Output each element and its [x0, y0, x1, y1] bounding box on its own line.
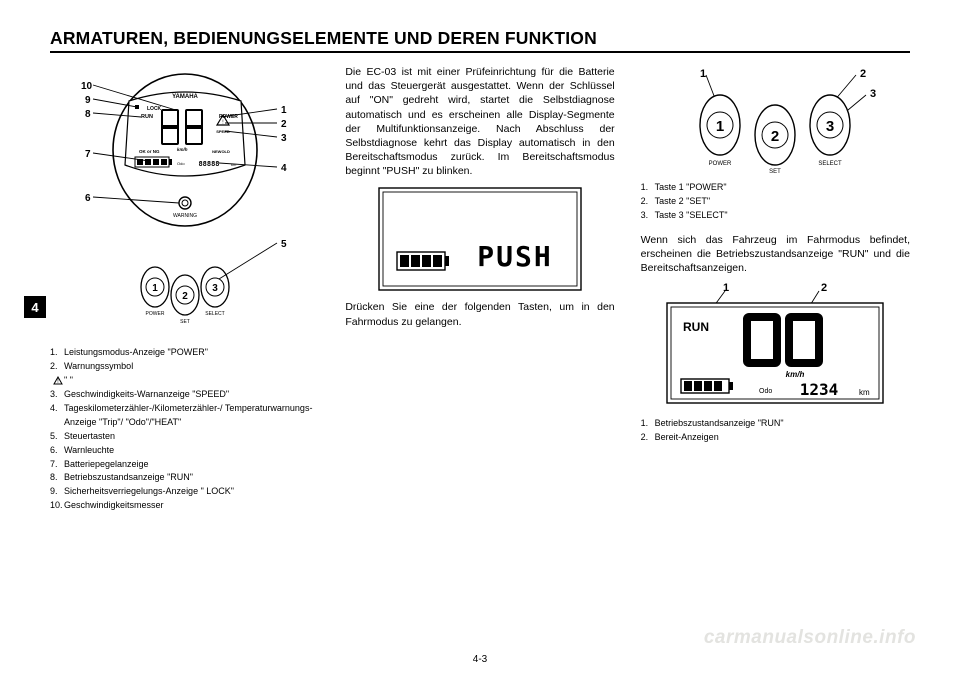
figure-2-push-display: PUSH	[345, 184, 614, 294]
svg-text:SET: SET	[180, 319, 190, 325]
svg-text:3: 3	[212, 283, 218, 294]
svg-text:1: 1	[281, 105, 287, 116]
svg-text:1: 1	[152, 283, 158, 294]
column-3: 1 2 3 1 2 3 POWE	[641, 65, 910, 513]
svg-text:88888: 88888	[198, 160, 219, 168]
svg-text:3: 3	[826, 118, 834, 135]
svg-text:RUN: RUN	[141, 114, 153, 120]
svg-text:7: 7	[85, 149, 91, 160]
figure-3-buttons: 1 2 3 1 2 3 POWE	[641, 65, 910, 175]
svg-text:1: 1	[700, 68, 706, 80]
svg-text:km: km	[859, 388, 870, 397]
svg-text:OK or NG: OK or NG	[139, 149, 160, 154]
figure-4-legend: 1.Betriebszustandsanzeige "RUN" 2.Bereit…	[641, 417, 910, 445]
page-header: ARMATUREN, BEDIENUNGSELEMENTE UND DEREN …	[50, 28, 910, 53]
svg-text:PUSH: PUSH	[477, 240, 552, 273]
svg-text:SELECT: SELECT	[819, 161, 843, 167]
fig1-buttons: 1 2 3 POWER SET SELECT	[141, 267, 229, 325]
svg-text:Odo: Odo	[759, 388, 772, 395]
svg-text:3: 3	[870, 88, 876, 100]
manual-page: ARMATUREN, BEDIENUNGSELEMENTE UND DEREN …	[0, 0, 960, 679]
svg-text:8: 8	[85, 109, 91, 120]
svg-text:SELECT: SELECT	[205, 311, 224, 317]
column-2: Die EC-03 ist mit einer Prüfeinrichtung …	[345, 65, 614, 513]
svg-text:2: 2	[281, 119, 287, 130]
svg-text:2: 2	[860, 68, 866, 80]
chapter-tab: 4	[24, 296, 46, 318]
svg-text:2: 2	[771, 128, 779, 145]
col2-para2: Drücken Sie eine der folgenden Tasten, u…	[345, 300, 614, 328]
svg-text:1: 1	[723, 282, 729, 294]
svg-text:2: 2	[182, 291, 188, 302]
svg-text:km/h: km/h	[177, 147, 188, 152]
svg-text:POWER: POWER	[709, 161, 732, 167]
svg-text:6: 6	[85, 193, 91, 204]
svg-text:km/h: km/h	[786, 370, 805, 379]
brand-text: YAMAHA	[172, 94, 198, 100]
svg-text:RUN: RUN	[683, 320, 709, 334]
figure-4-run-display: 1 2 RUN	[641, 281, 910, 411]
page-title: ARMATUREN, BEDIENUNGSELEMENTE UND DEREN …	[50, 28, 910, 49]
svg-text:1: 1	[716, 118, 724, 135]
svg-text:3: 3	[281, 133, 287, 144]
content-columns: YAMAHA LOCK RUN POWER	[50, 65, 910, 513]
figure-3-legend: 1.Taste 1 "POWER" 2.Taste 2 "SET" 3.Tast…	[641, 181, 910, 223]
svg-text:LOCK: LOCK	[147, 106, 162, 112]
page-number: 4-3	[0, 654, 960, 665]
svg-text:1234: 1234	[800, 380, 839, 399]
svg-text:SET: SET	[769, 169, 781, 175]
svg-text:NEWOLD: NEWOLD	[212, 149, 230, 154]
col2-para1: Die EC-03 ist mit einer Prüfeinrichtung …	[345, 65, 614, 178]
svg-text:9: 9	[85, 95, 91, 106]
figure-1-legend: 1.Leistungsmodus-Anzeige "POWER" 2.Warnu…	[50, 346, 319, 513]
column-1: YAMAHA LOCK RUN POWER	[50, 65, 319, 513]
svg-text:4: 4	[281, 163, 287, 174]
svg-text:10: 10	[81, 81, 93, 92]
figure-1-multifunction-display: YAMAHA LOCK RUN POWER	[50, 65, 319, 340]
svg-text:WARNING: WARNING	[173, 213, 197, 219]
col3-para: Wenn sich das Fahrzeug im Fahrmodus befi…	[641, 233, 910, 276]
fig1-svg: YAMAHA LOCK RUN POWER	[69, 65, 301, 340]
svg-text:5: 5	[281, 239, 287, 250]
svg-text:2: 2	[821, 282, 827, 294]
watermark: carmanualsonline.info	[704, 627, 916, 649]
svg-text:Odo: Odo	[177, 161, 185, 166]
svg-text:!: !	[222, 120, 223, 126]
svg-text:POWER: POWER	[145, 311, 164, 317]
